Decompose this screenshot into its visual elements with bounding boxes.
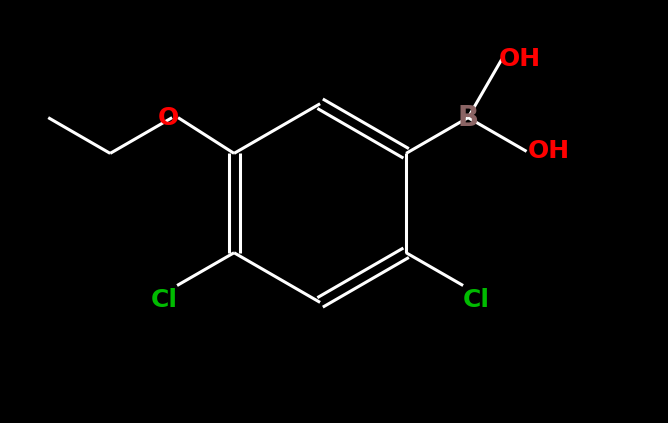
Text: Cl: Cl xyxy=(462,288,490,313)
Text: OH: OH xyxy=(499,47,541,71)
Text: Cl: Cl xyxy=(151,288,178,313)
Text: OH: OH xyxy=(527,140,570,163)
Text: O: O xyxy=(158,106,179,129)
Text: B: B xyxy=(458,104,479,132)
